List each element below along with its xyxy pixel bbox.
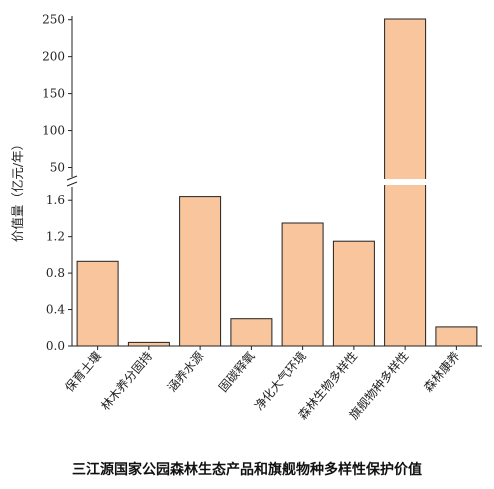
axis-break-mark xyxy=(66,181,78,187)
x-tick-label: 林木养分固持 xyxy=(97,348,155,413)
y-tick-label: 1.2 xyxy=(46,230,65,244)
x-tick-label: 保育土壤 xyxy=(62,348,104,394)
bar xyxy=(179,196,222,347)
axis-break-mark xyxy=(66,175,78,181)
y-tick-label: 150 xyxy=(42,87,65,101)
y-tick-label: 100 xyxy=(42,124,65,138)
y-tick-label: 50 xyxy=(50,161,65,175)
y-tick-label: 250 xyxy=(42,13,65,27)
x-tick-label: 森林康养 xyxy=(420,348,462,394)
bar-break xyxy=(383,179,427,185)
y-tick-label: 200 xyxy=(42,50,65,64)
bar xyxy=(76,260,119,347)
bar xyxy=(281,222,324,347)
y-tick-label: 0.4 xyxy=(46,303,65,317)
y-tick-label: 1.6 xyxy=(46,193,65,207)
y-axis-title: 价值量（亿元/年） xyxy=(10,138,25,242)
chart-title: 三江源国家公园森林生态产品和旗舰物种多样性保护价值 xyxy=(72,461,422,478)
bar xyxy=(332,240,375,347)
x-tick-label: 固碳释氧 xyxy=(216,349,258,395)
x-tick-label: 涵养水源 xyxy=(164,348,206,394)
bar xyxy=(127,341,170,347)
y-ticks: 0.0 0.4 0.8 1.2 1.6 50 100 150 200 250 xyxy=(42,13,72,353)
y-tick-label: 0.0 xyxy=(46,339,65,353)
bar xyxy=(435,326,478,347)
bars xyxy=(76,18,478,347)
x-tick-label: 净化大气环境 xyxy=(251,348,309,413)
bar xyxy=(230,318,273,347)
y-tick-label: 0.8 xyxy=(46,266,65,280)
